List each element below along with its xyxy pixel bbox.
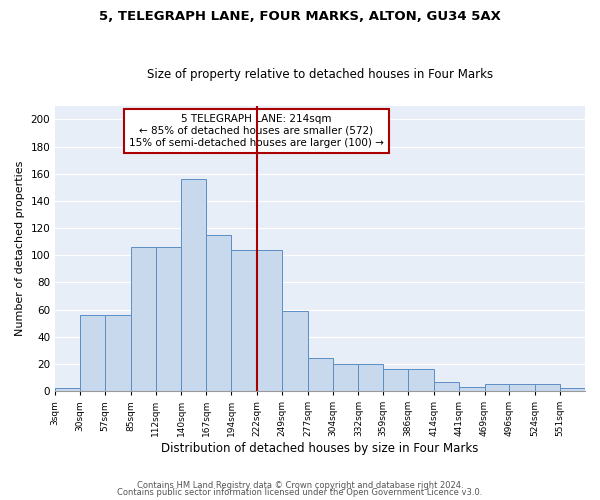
- Bar: [282, 311, 308, 391]
- Bar: [485, 384, 509, 391]
- Bar: [358, 364, 383, 391]
- Title: Size of property relative to detached houses in Four Marks: Size of property relative to detached ho…: [147, 68, 493, 81]
- Text: 5 TELEGRAPH LANE: 214sqm
← 85% of detached houses are smaller (572)
15% of semi-: 5 TELEGRAPH LANE: 214sqm ← 85% of detach…: [129, 114, 384, 148]
- Bar: [131, 247, 155, 391]
- Bar: [560, 388, 585, 391]
- Text: Contains public sector information licensed under the Open Government Licence v3: Contains public sector information licen…: [118, 488, 482, 497]
- Bar: [155, 247, 181, 391]
- Text: Contains HM Land Registry data © Crown copyright and database right 2024.: Contains HM Land Registry data © Crown c…: [137, 480, 463, 490]
- Bar: [585, 388, 600, 391]
- Bar: [383, 370, 408, 391]
- Bar: [206, 235, 231, 391]
- Bar: [459, 387, 485, 391]
- Bar: [408, 370, 434, 391]
- Y-axis label: Number of detached properties: Number of detached properties: [15, 160, 25, 336]
- Bar: [332, 364, 358, 391]
- Bar: [535, 384, 560, 391]
- Bar: [509, 384, 535, 391]
- Bar: [308, 358, 332, 391]
- Text: 5, TELEGRAPH LANE, FOUR MARKS, ALTON, GU34 5AX: 5, TELEGRAPH LANE, FOUR MARKS, ALTON, GU…: [99, 10, 501, 23]
- Bar: [105, 315, 131, 391]
- Bar: [55, 388, 80, 391]
- Bar: [80, 315, 105, 391]
- X-axis label: Distribution of detached houses by size in Four Marks: Distribution of detached houses by size …: [161, 442, 479, 455]
- Bar: [257, 250, 282, 391]
- Bar: [434, 382, 459, 391]
- Bar: [231, 250, 257, 391]
- Bar: [181, 179, 206, 391]
